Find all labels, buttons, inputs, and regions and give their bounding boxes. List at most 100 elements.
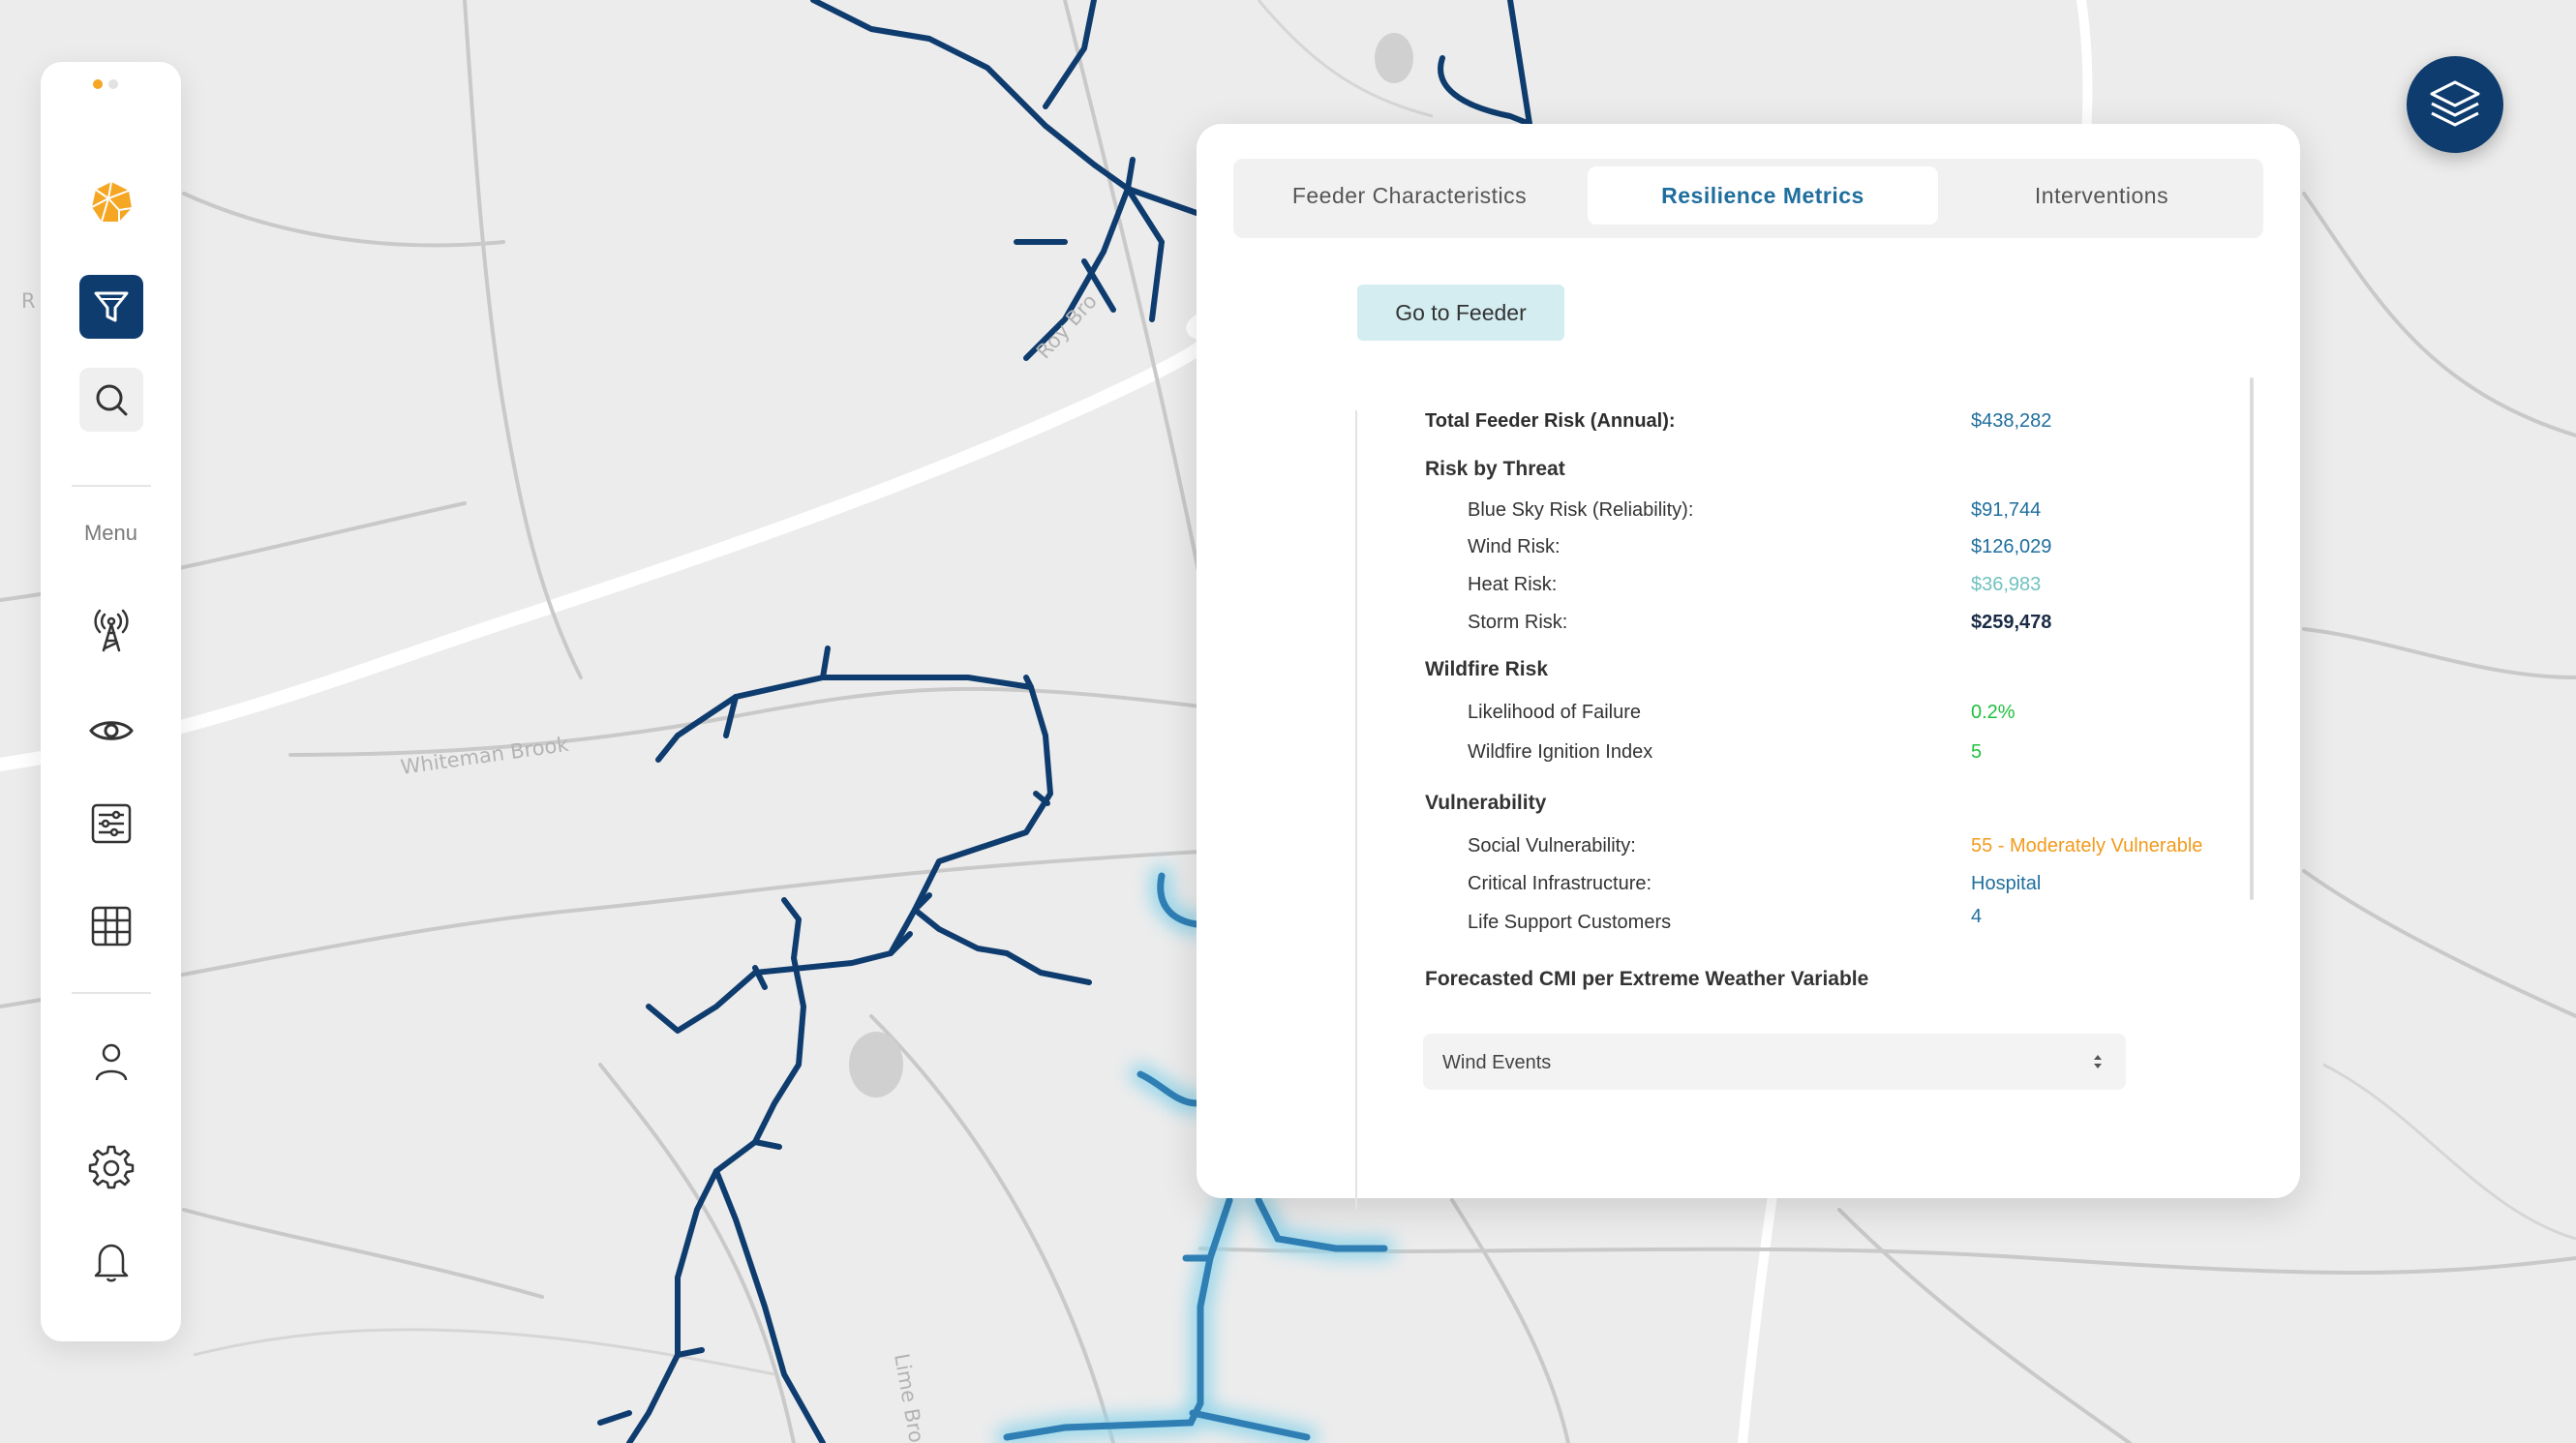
feeder-line[interactable] — [1043, 0, 1097, 109]
likelihood-of-failure-label: Likelihood of Failure — [1468, 702, 1641, 723]
total-risk-label: Total Feeder Risk (Annual): — [1425, 410, 1676, 432]
scrollbar[interactable] — [2250, 377, 2254, 900]
bell-icon[interactable] — [79, 1229, 143, 1293]
feeder-line[interactable] — [723, 694, 739, 738]
risk-by-threat-heading: Risk by Threat — [1425, 458, 1565, 480]
layers-button[interactable] — [2407, 56, 2503, 153]
map-road — [182, 192, 505, 248]
feeder-line[interactable] — [1033, 791, 1050, 806]
feeder-line[interactable] — [888, 931, 913, 956]
critical-infrastructure-label: Critical Infrastructure: — [1468, 873, 1652, 894]
sidebar-divider — [72, 485, 151, 487]
logo-icon[interactable] — [79, 170, 143, 234]
status-dot-grey — [108, 79, 118, 89]
total-risk-value: $438,282 — [1971, 410, 2052, 432]
map-stream — [1257, 0, 1434, 118]
feeder-details-panel: Feeder Characteristics Resilience Metric… — [1197, 124, 2300, 1210]
menu-label: Menu — [83, 521, 138, 545]
heat-risk-label: Heat Risk: — [1468, 574, 1558, 595]
map-road — [182, 1208, 544, 1299]
map-road — [463, 0, 583, 679]
feeder-line[interactable] — [1023, 186, 1131, 361]
feeder-line[interactable] — [912, 892, 932, 913]
map-pond — [849, 1032, 903, 1097]
forecasted-cmi-heading: Forecasted CMI per Extreme Weather Varia… — [1425, 968, 1869, 990]
status-dot-orange — [93, 79, 103, 89]
social-vulnerability-label: Social Vulnerability: — [1468, 835, 1636, 857]
eye-icon[interactable] — [79, 699, 143, 763]
sliders-icon[interactable] — [79, 792, 143, 856]
tab-interventions[interactable]: Interventions — [2034, 183, 2169, 208]
feeder-line[interactable] — [912, 907, 1010, 956]
social-vulnerability-value: 55 - Moderately Vulnerable — [1971, 835, 2203, 857]
search-icon[interactable] — [79, 368, 143, 432]
user-icon[interactable] — [79, 1030, 143, 1094]
map-road — [1198, 1247, 2576, 1275]
map-road — [1837, 1208, 2132, 1443]
blue-sky-risk-label: Blue Sky Risk (Reliability): — [1468, 499, 1694, 521]
map-road — [0, 850, 1202, 1008]
tab-resilience-metrics[interactable]: Resilience Metrics — [1588, 166, 1938, 225]
gear-icon[interactable] — [79, 1134, 143, 1198]
select-arrows-icon — [2094, 1055, 2102, 1068]
map-road — [1063, 0, 1202, 583]
feeder-line[interactable] — [1023, 675, 1034, 690]
sidebar: Menu — [41, 62, 181, 1341]
wind-risk-label: Wind Risk: — [1468, 536, 1561, 557]
feeder-line[interactable] — [655, 675, 1053, 956]
map-pond — [1375, 33, 1413, 83]
sidebar-divider — [72, 992, 151, 994]
map-road — [2302, 192, 2576, 437]
feeder-line[interactable] — [752, 965, 768, 990]
map-stream — [193, 1328, 775, 1376]
go-to-feeder-button[interactable]: Go to Feeder — [1357, 285, 1564, 341]
map-stream — [2322, 1063, 2576, 1241]
feeder-highlight[interactable] — [1136, 1070, 1200, 1107]
feeder-line[interactable] — [820, 646, 831, 680]
map-label: R — [21, 289, 36, 313]
wildfire-ignition-index-label: Wildfire Ignition Index — [1468, 741, 1653, 763]
map-road — [869, 1014, 1115, 1443]
feeder-line[interactable] — [597, 1410, 632, 1426]
likelihood-of-failure-value: 0.2% — [1971, 702, 2015, 723]
life-support-customers-value: 4 — [1971, 906, 1983, 927]
feeder-line[interactable] — [713, 1168, 826, 1443]
select-value: Wind Events — [1442, 1052, 1552, 1073]
map-road — [1450, 1198, 1570, 1443]
layers-icon — [2430, 80, 2480, 127]
feeder-line[interactable] — [1507, 0, 1532, 127]
storm-risk-value: $259,478 — [1971, 612, 2052, 633]
feeder-line[interactable] — [675, 1347, 705, 1358]
grid-icon[interactable] — [79, 894, 143, 958]
storm-risk-label: Storm Risk: — [1468, 612, 1568, 633]
blue-sky-risk-value: $91,744 — [1971, 499, 2042, 521]
feeder-line[interactable] — [1081, 258, 1116, 313]
feeder-line[interactable] — [1125, 186, 1165, 322]
feeder-line[interactable] — [1125, 157, 1136, 192]
vulnerability-heading: Vulnerability — [1425, 792, 1547, 814]
wind-risk-value: $126,029 — [1971, 536, 2052, 557]
feeder-highlight[interactable] — [1255, 1196, 1388, 1252]
map-road — [288, 686, 1202, 757]
wildfire-ignition-index-value: 5 — [1971, 741, 1983, 763]
life-support-customers-label: Life Support Customers — [1468, 912, 1672, 933]
feeder-line[interactable] — [1004, 950, 1092, 985]
map-road — [598, 1063, 796, 1443]
feeder-line[interactable] — [752, 1139, 782, 1150]
panel-tabs: Feeder Characteristics Resilience Metric… — [1233, 159, 2263, 238]
content-divider — [1355, 410, 1357, 1210]
feeder-highlight[interactable] — [1189, 1409, 1311, 1441]
wildfire-risk-heading: Wildfire Risk — [1425, 658, 1549, 680]
feeder-highlight[interactable] — [1157, 872, 1200, 928]
tower-icon[interactable] — [79, 598, 143, 662]
tab-feeder-characteristics[interactable]: Feeder Characteristics — [1291, 183, 1528, 208]
filter-icon[interactable] — [79, 275, 143, 339]
weather-variable-select[interactable]: Wind Events — [1423, 1034, 2126, 1090]
feeder-line[interactable] — [810, 0, 1199, 216]
window-dots — [93, 76, 124, 94]
heat-risk-value: $36,983 — [1971, 574, 2042, 595]
feeder-line[interactable] — [1438, 55, 1532, 127]
critical-infrastructure-value: Hospital — [1971, 873, 2042, 894]
map-road — [2302, 627, 2576, 679]
map-road — [2302, 869, 2576, 1018]
